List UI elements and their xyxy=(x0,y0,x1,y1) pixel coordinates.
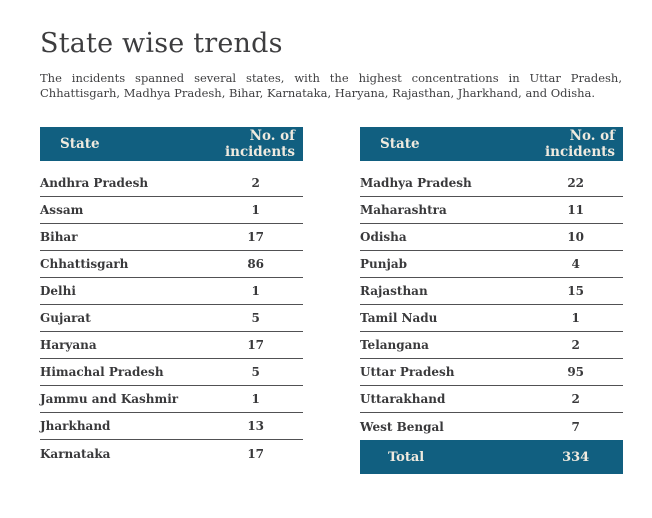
table-header: State No. of incidents xyxy=(360,127,623,162)
column-header-state: State xyxy=(60,136,100,153)
incident-count: 86 xyxy=(247,257,265,272)
incident-count: 2 xyxy=(571,338,580,353)
table-row: West Bengal 7 xyxy=(360,413,623,440)
state-name: Madhya Pradesh xyxy=(360,176,472,191)
state-name: Delhi xyxy=(40,284,76,299)
incident-count: 1 xyxy=(251,203,260,218)
incident-count: 95 xyxy=(567,365,585,380)
state-name: Punjab xyxy=(360,257,407,272)
state-name: Himachal Pradesh xyxy=(40,365,164,380)
incident-count: 4 xyxy=(571,257,580,272)
state-name: Rajasthan xyxy=(360,284,428,299)
incident-count: 13 xyxy=(247,419,265,434)
table-row: Assam 1 xyxy=(40,197,303,225)
table-row: Jammu and Kashmir 1 xyxy=(40,386,303,414)
table-row: Tamil Nadu 1 xyxy=(360,305,623,333)
table-row: Bihar 17 xyxy=(40,224,303,252)
incident-count: 17 xyxy=(247,338,265,353)
table-header: State No. of incidents xyxy=(40,127,303,162)
table-row: Uttarakhand 2 xyxy=(360,386,623,414)
total-row: Total 334 xyxy=(360,440,623,475)
incident-count: 2 xyxy=(251,176,260,191)
table-row: Gujarat 5 xyxy=(40,305,303,333)
table-row: Odisha 10 xyxy=(360,224,623,252)
table-row: Delhi 1 xyxy=(40,278,303,306)
incident-count: 7 xyxy=(571,419,580,434)
state-name: Odisha xyxy=(360,230,407,245)
state-name: Haryana xyxy=(40,338,97,353)
table-row: Haryana 17 xyxy=(40,332,303,360)
table-row: Rajasthan 15 xyxy=(360,278,623,306)
state-name: Gujarat xyxy=(40,311,91,326)
state-name: Jammu and Kashmir xyxy=(40,392,179,407)
state-name: Telangana xyxy=(360,338,429,353)
tables-container: State No. of incidents Andhra Pradesh 2 … xyxy=(40,127,623,475)
incident-count: 22 xyxy=(567,176,585,191)
state-name: West Bengal xyxy=(360,419,444,434)
page-title: State wise trends xyxy=(40,28,283,59)
table-row: Himachal Pradesh 5 xyxy=(40,359,303,387)
column-header-state: State xyxy=(380,136,420,153)
state-name: Jharkhand xyxy=(40,419,111,434)
state-name: Chhattisgarh xyxy=(40,257,129,272)
state-name: Tamil Nadu xyxy=(360,311,438,326)
incident-count: 1 xyxy=(251,284,260,299)
table-row: Andhra Pradesh 2 xyxy=(40,170,303,198)
state-name: Karnataka xyxy=(40,446,111,461)
incident-count: 10 xyxy=(567,230,585,245)
incident-count: 17 xyxy=(247,230,265,245)
state-name: Uttar Pradesh xyxy=(360,365,455,380)
incident-count: 17 xyxy=(247,446,265,461)
incident-count: 1 xyxy=(571,311,580,326)
column-header-incidents: No. of incidents xyxy=(225,128,295,161)
state-name: Bihar xyxy=(40,230,78,245)
table-row: Chhattisgarh 86 xyxy=(40,251,303,279)
incident-count: 5 xyxy=(251,365,260,380)
intro-paragraph: The incidents spanned several states, wi… xyxy=(40,71,622,100)
incident-count: 11 xyxy=(567,203,585,218)
table-row: Madhya Pradesh 22 xyxy=(360,170,623,198)
table-body: Andhra Pradesh 2 Assam 1 Bihar 17 Chhatt… xyxy=(40,161,303,467)
incident-count: 1 xyxy=(251,392,260,407)
state-name: Assam xyxy=(40,203,84,218)
table-row: Karnataka 17 xyxy=(40,440,303,467)
total-value: 334 xyxy=(562,449,590,465)
total-label: Total xyxy=(388,449,425,465)
incident-count: 2 xyxy=(571,392,580,407)
table-row: Jharkhand 13 xyxy=(40,413,303,441)
table-row: Punjab 4 xyxy=(360,251,623,279)
table-row: Telangana 2 xyxy=(360,332,623,360)
state-name: Andhra Pradesh xyxy=(40,176,149,191)
table-row: Maharashtra 11 xyxy=(360,197,623,225)
table-row: Uttar Pradesh 95 xyxy=(360,359,623,387)
table-body: Madhya Pradesh 22 Maharashtra 11 Odisha … xyxy=(360,161,623,440)
incident-count: 5 xyxy=(251,311,260,326)
incidents-table: State No. of incidents Madhya Pradesh 22… xyxy=(360,127,623,475)
state-name: Maharashtra xyxy=(360,203,447,218)
state-name: Uttarakhand xyxy=(360,392,446,407)
column-header-incidents: No. of incidents xyxy=(545,128,615,161)
incident-count: 15 xyxy=(567,284,585,299)
incidents-table: State No. of incidents Andhra Pradesh 2 … xyxy=(40,127,303,474)
